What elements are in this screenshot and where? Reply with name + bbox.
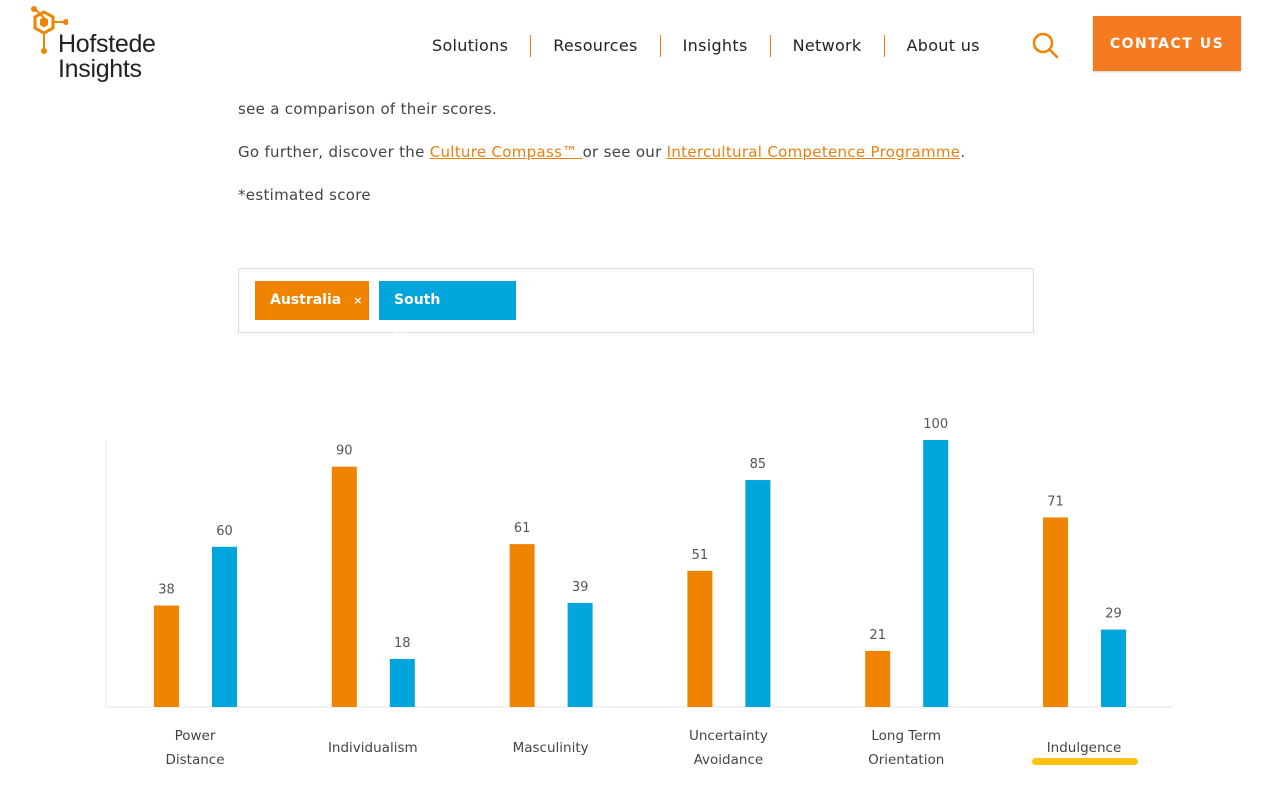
data-label: 85 xyxy=(750,457,767,472)
nav-insights[interactable]: Insights xyxy=(661,35,771,57)
intercultural-programme-link[interactable]: Intercultural Competence Programme xyxy=(666,143,961,161)
remove-icon[interactable]: × xyxy=(452,333,462,346)
culture-compass-link[interactable]: Culture Compass™ xyxy=(429,143,583,161)
bar-south-korea xyxy=(389,658,415,707)
bar-south-korea xyxy=(212,546,237,707)
contact-us-button[interactable]: CONTACT US xyxy=(1093,16,1241,71)
active-category-underline xyxy=(1032,758,1138,765)
data-label: 100 xyxy=(923,417,948,432)
category-label: Orientation xyxy=(868,752,944,768)
data-label: 90 xyxy=(336,444,353,459)
bar-australia xyxy=(687,570,713,707)
data-label: 51 xyxy=(692,548,709,563)
brand-line2: Insights xyxy=(58,55,142,83)
bar-south-korea xyxy=(745,480,771,707)
logo[interactable]: Hofstede Insights xyxy=(28,4,188,88)
category-label: Power xyxy=(175,728,216,744)
bar-australia xyxy=(154,605,179,707)
main-nav: Solutions Resources Insights Network Abo… xyxy=(432,35,1002,57)
nav-resources[interactable]: Resources xyxy=(531,35,661,57)
search-icon[interactable] xyxy=(1030,30,1060,60)
data-label: 60 xyxy=(216,524,233,539)
data-label: 61 xyxy=(514,521,531,536)
logo-hexagon-icon xyxy=(31,6,68,54)
intro-text: see a comparison of their scores. xyxy=(238,100,498,118)
site-header: Hofstede Insights Solutions Resources Ins… xyxy=(0,0,1280,92)
chip-south-korea[interactable]: South Korea × xyxy=(379,281,516,347)
bar-south-korea xyxy=(567,602,593,707)
bar-south-korea xyxy=(1101,629,1126,707)
bar-australia xyxy=(331,466,357,707)
data-label: 18 xyxy=(394,636,411,651)
nav-about-us[interactable]: About us xyxy=(906,36,980,55)
nav-solutions[interactable]: Solutions xyxy=(432,35,532,57)
estimated-note: *estimated score xyxy=(238,186,371,204)
bar-south-korea xyxy=(923,440,949,707)
nav-network[interactable]: Network xyxy=(771,35,885,57)
category-label: Distance xyxy=(165,752,224,768)
further-text: Go further, discover the Culture Compass… xyxy=(238,143,966,161)
category-label: Masculinity xyxy=(513,740,589,756)
remove-icon[interactable]: × xyxy=(353,294,363,307)
country-selector[interactable]: Australia × South Korea × xyxy=(238,268,1034,347)
bar-australia xyxy=(1043,517,1068,707)
category-label: Indulgence xyxy=(1047,740,1122,756)
data-label: 29 xyxy=(1105,607,1122,622)
category-label: Individualism xyxy=(328,740,418,756)
data-label: 38 xyxy=(158,583,175,598)
data-label: 39 xyxy=(572,580,589,595)
bar-australia xyxy=(865,650,891,707)
brand-line1: Hofstede xyxy=(58,30,156,58)
data-label: 71 xyxy=(1047,494,1064,509)
data-label: 21 xyxy=(869,628,886,643)
chip-australia[interactable]: Australia × xyxy=(255,281,369,320)
category-label: Long Term xyxy=(871,728,941,744)
category-label: Uncertainty xyxy=(689,728,768,744)
category-label: Avoidance xyxy=(694,752,764,768)
bar-australia xyxy=(509,544,535,707)
